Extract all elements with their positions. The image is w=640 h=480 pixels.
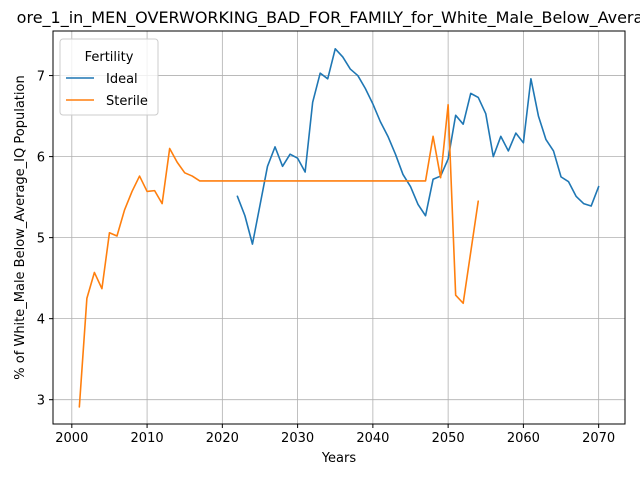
y-tick-label: 3 xyxy=(37,394,45,409)
legend-item-sterile: Sterile xyxy=(66,94,148,109)
x-tick-label: 2010 xyxy=(131,431,164,446)
plot-frame xyxy=(52,30,626,425)
y-axis-label: % of White_Male Below_Average_IQ Populat… xyxy=(13,75,28,379)
x-tick-label: 2040 xyxy=(356,431,389,446)
grid-lines xyxy=(53,31,625,424)
legend-item-ideal: Ideal xyxy=(66,72,138,87)
series-lines xyxy=(78,48,600,408)
chart-title: ore_1_in_MEN_OVERWORKING_BAD_FOR_FAMILY_… xyxy=(17,8,640,28)
x-tick-label: 2050 xyxy=(432,431,465,446)
legend-label-sterile: Sterile xyxy=(106,94,148,109)
x-tick-label: 2020 xyxy=(206,431,239,446)
series-line-ideal xyxy=(236,48,600,245)
y-tick-label: 4 xyxy=(37,313,45,328)
x-tick-label: 2030 xyxy=(281,431,314,446)
x-tick-label: 2070 xyxy=(582,431,615,446)
legend-entries: Ideal Sterile xyxy=(66,72,148,109)
series-line-sterile xyxy=(78,103,480,408)
y-tick-label: 5 xyxy=(37,232,45,247)
x-axis-label: Years xyxy=(321,451,357,466)
legend-box xyxy=(59,38,159,116)
legend-title: Fertility xyxy=(85,50,134,65)
y-tick-label: 7 xyxy=(37,70,45,85)
x-tick-label: 2000 xyxy=(55,431,88,446)
y-tick-label: 6 xyxy=(37,151,45,166)
legend: Fertility Ideal Sterile xyxy=(59,38,159,116)
axis-ticks: 2000 2010 2020 2030 2040 2050 2060 2070 3 4 5 6 7 xyxy=(37,70,615,446)
legend-label-ideal: Ideal xyxy=(106,72,138,87)
x-tick-label: 2060 xyxy=(507,431,540,446)
